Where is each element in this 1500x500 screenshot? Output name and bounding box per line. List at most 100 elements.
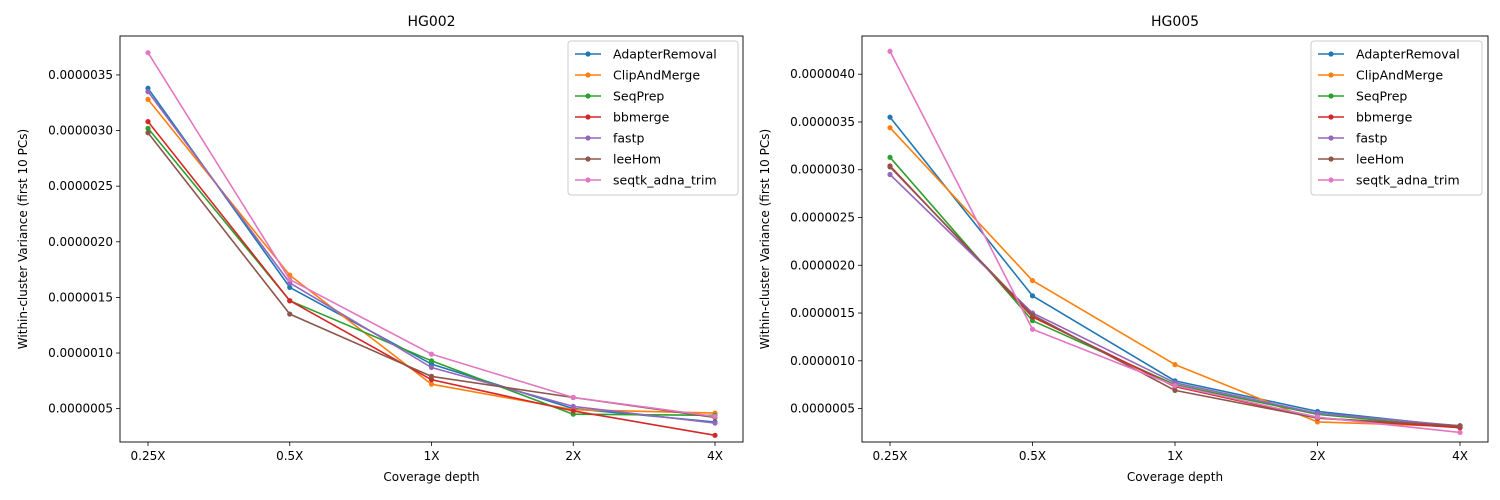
legend-swatch-marker — [585, 135, 591, 141]
data-point — [1457, 429, 1463, 436]
data-point — [1029, 277, 1036, 284]
data-point — [145, 119, 151, 125]
data-point — [712, 420, 718, 426]
data-point — [887, 171, 893, 178]
data-point — [570, 408, 576, 414]
legend-entry-label: AdapterRemoval — [1356, 47, 1460, 62]
data-point — [887, 154, 893, 160]
data-point — [287, 298, 293, 304]
data-point — [145, 89, 151, 95]
data-point — [887, 125, 893, 131]
chart-title: HG002 — [407, 14, 455, 30]
x-tick-label: 2X — [1310, 449, 1326, 463]
legend-entry-label: seqtk_adna_trim — [613, 173, 717, 188]
data-point — [428, 381, 435, 387]
data-point — [1029, 293, 1036, 299]
data-point — [145, 125, 151, 131]
legend-swatch-marker — [585, 72, 591, 78]
legend-entry-label: AdapterRemoval — [613, 47, 717, 62]
legend: AdapterRemoval ClipAndMerge SeqPrep bbmerge… — [567, 40, 739, 196]
y-tick-label: 0.0000025 — [48, 179, 113, 193]
legend-swatch-marker — [1328, 156, 1334, 162]
data-point — [145, 50, 151, 56]
data-point — [712, 432, 718, 438]
y-tick-label: 0.0000025 — [790, 211, 855, 225]
data-point — [428, 373, 435, 379]
chart-title: HG005 — [1151, 14, 1199, 30]
legend-swatch-marker — [1328, 135, 1334, 141]
data-point — [1457, 423, 1463, 429]
y-tick-label: 0.0000005 — [790, 402, 855, 416]
legend-entry-label: seqtk_adna_trim — [1356, 173, 1460, 188]
legend-entry-label: fastp — [1356, 131, 1387, 146]
x-tick-label: 2X — [565, 449, 581, 463]
data-point — [428, 351, 435, 357]
data-point — [570, 403, 576, 410]
data-point — [887, 164, 893, 170]
chart-panel-2: HG005 0.25X 0.5X 1X 2X 4X 0.0000005 0.0000010 0.… — [758, 14, 1489, 484]
data-point — [712, 413, 718, 420]
legend-swatch-marker — [585, 51, 591, 57]
legend: AdapterRemoval ClipAndMerge SeqPrep bbmerge… — [1310, 40, 1483, 196]
data-point — [287, 284, 293, 290]
legend-entry-label: bbmerge — [613, 110, 670, 125]
y-tick-label: 0.0000010 — [790, 354, 855, 368]
y-tick-label: 0.0000035 — [48, 68, 113, 82]
data-point — [145, 130, 151, 136]
data-point — [887, 114, 893, 120]
data-point — [1029, 318, 1036, 324]
x-tick-label: 4X — [1452, 449, 1468, 463]
data-point — [145, 96, 151, 103]
legend-swatch-marker — [1328, 93, 1334, 99]
legend-entry-label: ClipAndMerge — [1356, 68, 1443, 83]
x-tick-label: 0.5X — [276, 449, 303, 463]
data-point — [287, 277, 293, 283]
y-tick-label: 0.0000010 — [48, 346, 113, 360]
y-axis-label: Within-cluster Variance (first 10 PCs) — [758, 129, 772, 349]
y-tick-label: 0.0000030 — [790, 163, 855, 177]
x-tick-label: 0.25X — [873, 449, 908, 463]
y-tick-label: 0.0000035 — [790, 115, 855, 129]
legend-entry-label: bbmerge — [1356, 110, 1413, 125]
x-tick-label: 0.5X — [1019, 449, 1046, 463]
data-point — [570, 394, 576, 401]
legend-box — [1310, 40, 1483, 196]
y-tick-label: 0.0000020 — [48, 235, 113, 249]
y-tick-label: 0.0000030 — [48, 124, 113, 138]
x-axis-label: Coverage depth — [1127, 470, 1223, 484]
data-point — [1172, 387, 1178, 394]
data-point — [287, 311, 293, 317]
legend-swatch-marker — [1328, 114, 1334, 120]
y-tick-label: 0.0000020 — [790, 258, 855, 272]
plot-frame — [861, 35, 1489, 443]
legend-entry-label: ClipAndMerge — [613, 68, 700, 83]
chart-panel-1: HG002 0.25X 0.5X 1X 2X 4X 0.0000005 0.0000010 0.… — [16, 14, 744, 484]
legend-entry-label: fastp — [613, 131, 644, 146]
data-point — [887, 48, 893, 54]
series-leeHom — [887, 164, 1463, 429]
data-point — [1029, 312, 1036, 318]
legend-entry-label: SeqPrep — [613, 89, 664, 104]
y-tick-label: 0.0000015 — [48, 290, 113, 304]
series-seqtk_adna_trim — [887, 48, 1463, 436]
legend-swatch-marker — [585, 93, 591, 99]
data-point — [1314, 419, 1321, 425]
x-axis-label: Coverage depth — [383, 470, 479, 484]
legend-swatch-marker — [1328, 72, 1334, 78]
legend-swatch-marker — [1328, 51, 1334, 57]
legend-swatch-marker — [585, 177, 591, 183]
data-point — [428, 364, 435, 371]
x-tick-label: 4X — [707, 449, 723, 463]
data-point — [1172, 362, 1178, 368]
plot-frame — [119, 35, 744, 443]
legend-entry-label: SeqPrep — [1356, 89, 1407, 104]
data-point — [428, 358, 435, 364]
data-point — [1314, 410, 1321, 416]
y-tick-label: 0.0000015 — [790, 306, 855, 320]
data-point — [1029, 326, 1036, 332]
y-tick-label: 0.0000005 — [48, 402, 113, 416]
legend-swatch-marker — [585, 114, 591, 120]
series-fastp — [145, 89, 718, 426]
series-seqtk_adna_trim — [145, 50, 718, 420]
legend-box — [567, 40, 739, 196]
